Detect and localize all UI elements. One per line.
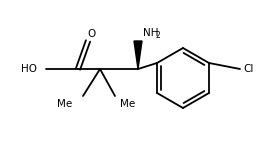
Text: Me: Me	[57, 99, 72, 109]
Text: O: O	[87, 29, 95, 39]
Text: 2: 2	[156, 30, 161, 39]
Text: HO: HO	[21, 64, 37, 74]
Text: NH: NH	[143, 28, 158, 38]
Text: Cl: Cl	[243, 64, 253, 74]
Text: Me: Me	[120, 99, 135, 109]
Polygon shape	[134, 41, 142, 69]
